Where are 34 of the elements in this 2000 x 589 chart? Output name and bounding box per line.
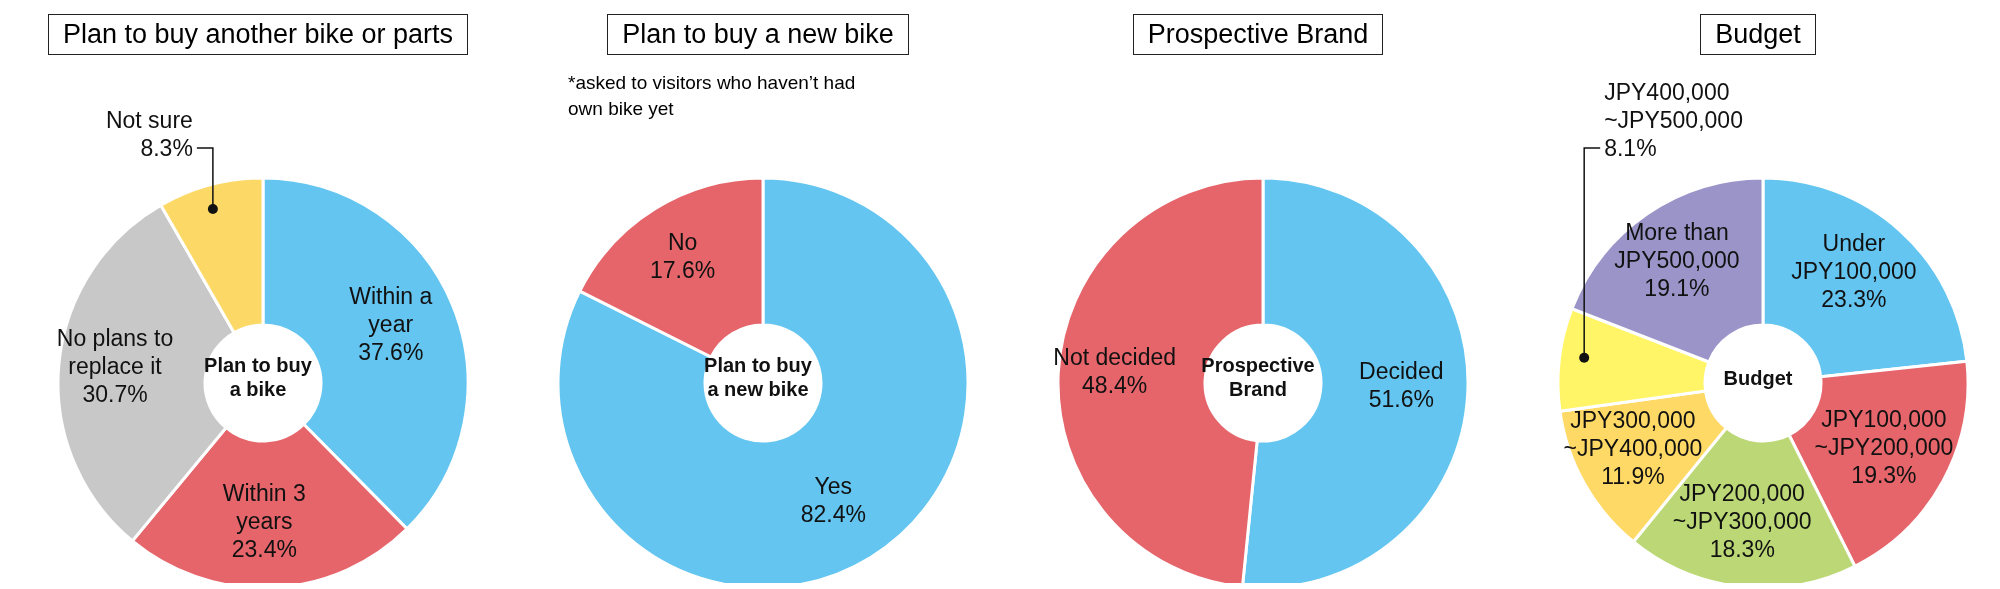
data-label: 19.3% [1851,461,1917,488]
chart-title: Plan to buy a new bike [607,14,909,55]
data-label: 48.4% [1082,371,1148,398]
data-label: 17.6% [650,256,716,283]
data-label: 11.9% [1601,463,1665,490]
slice-label: Under JPY100,000 [1791,230,1917,285]
data-label: 8.3% [140,135,193,161]
data-label: 8.1% [1604,135,1657,161]
data-label: 23.3% [1821,286,1887,313]
data-label: 23.4% [231,536,297,563]
text: Budget [1723,367,1793,389]
slice-label: JPY400,000 ~JPY500,000 [1604,79,1743,133]
slice-label: JPY100,000 ~JPY200,000 [1814,405,1954,460]
slice-label: JPY200,000 ~JPY300,000 [1672,479,1812,534]
slice-label: Yes [814,473,853,500]
slice-label: More than JPY500,000 [1614,218,1740,273]
data-label: 19.1% [1644,274,1710,301]
chart-title: Budget [1700,14,1816,55]
slice-label: Within a year [349,282,433,337]
chart-title: Plan to buy another bike or parts [47,14,469,55]
data-label: 18.3% [1709,535,1775,562]
data-label: 51.6% [1368,386,1434,413]
text: Plan to buy a bike [204,354,313,400]
slice-label: No [667,228,698,255]
text: Plan to buy a new bike [704,354,813,400]
chart-subtitle: *asked to visitors who haven’t had own bike yet [568,71,857,121]
data-label: 30.7% [82,380,148,407]
data-label: 82.4% [800,501,866,528]
slice-label: Not sure [105,107,193,133]
slice-label: No plans to replace it [56,324,174,379]
chart-title: Prospective Brand [1132,14,1384,55]
slice-label: Within 3 years [222,480,306,535]
slice-label: Decided [1359,358,1444,385]
data-label: 37.6% [358,338,424,365]
